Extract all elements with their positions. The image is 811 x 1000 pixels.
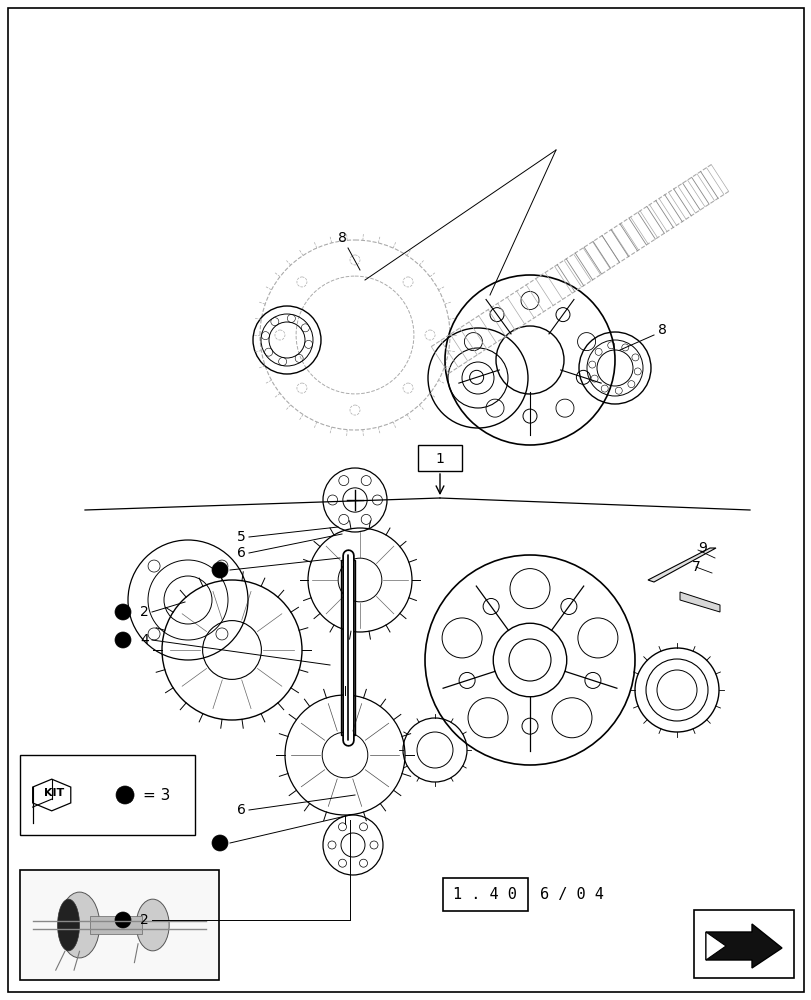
- Bar: [693, 910, 793, 978]
- Text: 6: 6: [237, 803, 246, 817]
- Text: 6 / 0 4: 6 / 0 4: [539, 887, 603, 902]
- Ellipse shape: [59, 892, 100, 958]
- Text: 1 . 4 0: 1 . 4 0: [453, 887, 516, 902]
- Circle shape: [116, 786, 134, 804]
- Text: 4: 4: [139, 633, 148, 647]
- Text: 5: 5: [237, 530, 246, 544]
- Text: 8: 8: [337, 231, 346, 245]
- Bar: [341, 560, 354, 735]
- Circle shape: [115, 912, 131, 928]
- Text: KIT: KIT: [44, 788, 64, 798]
- Text: 7: 7: [691, 560, 700, 574]
- Text: = 3: = 3: [143, 788, 170, 803]
- Polygon shape: [679, 592, 719, 612]
- Text: 1: 1: [435, 452, 444, 466]
- Text: 9: 9: [697, 541, 706, 555]
- Circle shape: [115, 604, 131, 620]
- Bar: [90, 916, 142, 934]
- Text: 2: 2: [139, 913, 148, 927]
- Ellipse shape: [136, 899, 169, 951]
- Bar: [20, 755, 195, 835]
- Text: 8: 8: [657, 323, 666, 337]
- Ellipse shape: [58, 899, 79, 951]
- Bar: [20, 870, 219, 980]
- Bar: [442, 878, 527, 911]
- Circle shape: [212, 562, 228, 578]
- Polygon shape: [705, 924, 781, 968]
- Polygon shape: [647, 548, 715, 582]
- Polygon shape: [705, 932, 725, 960]
- Text: 2: 2: [139, 605, 148, 619]
- Circle shape: [115, 632, 131, 648]
- Text: 6: 6: [237, 546, 246, 560]
- Circle shape: [212, 835, 228, 851]
- Bar: [418, 445, 461, 471]
